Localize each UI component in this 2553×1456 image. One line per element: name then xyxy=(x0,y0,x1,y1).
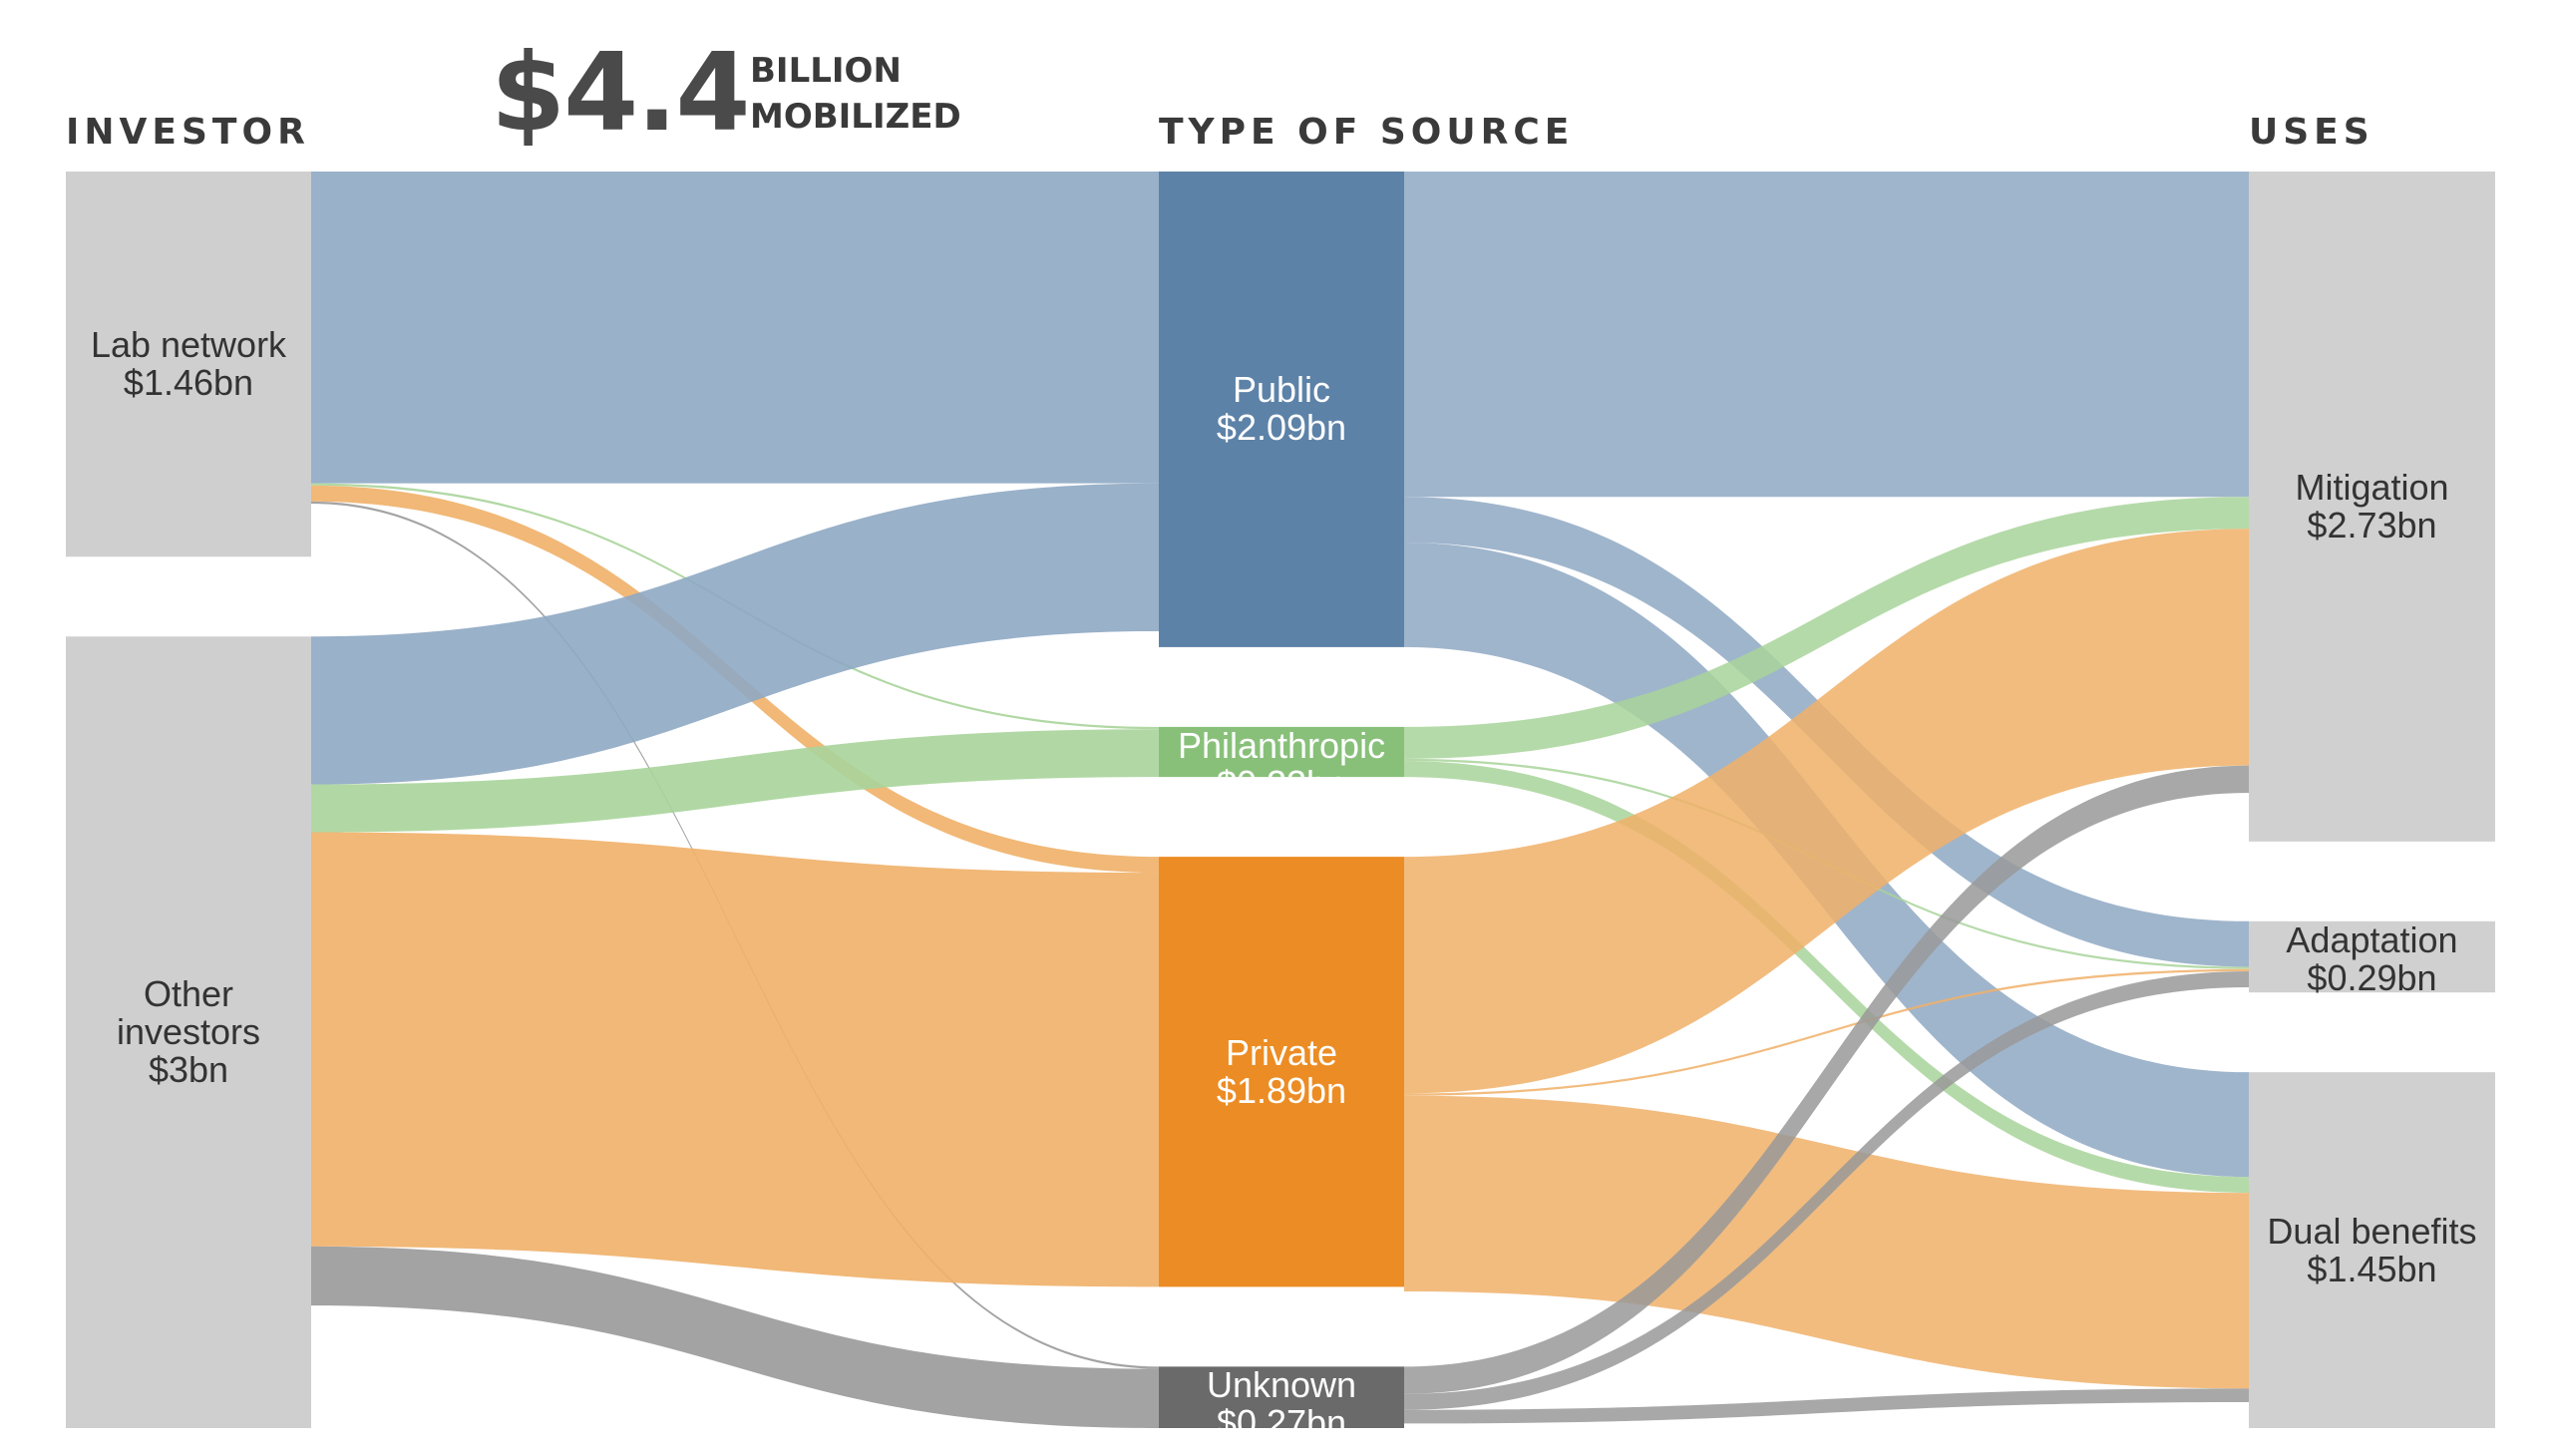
flow-other-to-public xyxy=(311,483,1159,785)
flow-other-to-philanthropic xyxy=(311,729,1159,833)
sankey-nodes xyxy=(66,172,2495,1428)
use-mitigation-name: Mitigation xyxy=(2295,466,2449,508)
flow-unknown-to-dual xyxy=(1404,1388,2249,1424)
flow-other-to-private xyxy=(311,832,1159,1287)
source-node-unknown xyxy=(1159,1366,1404,1428)
uses-column-header: USES xyxy=(2249,112,2374,153)
flow-lab-to-public xyxy=(311,172,1159,484)
source-public-name: Public xyxy=(1232,369,1331,411)
source-philanthropic-value: $0.22bn xyxy=(1216,762,1347,804)
source-use-flows xyxy=(1404,172,2249,1424)
total-caption-line1: BILLION xyxy=(750,51,902,91)
investor-other-label: Other investors $3bn xyxy=(76,975,301,1089)
total-amount: $4.4 xyxy=(491,31,750,156)
investor-lab-value: $1.46bn xyxy=(123,362,254,404)
flow-private-to-adaptation xyxy=(1404,968,2249,1096)
flow-private-to-dual xyxy=(1404,1095,2249,1389)
investor-node-other xyxy=(66,636,311,1428)
source-public-label: Public $2.09bn xyxy=(1149,371,1414,447)
flow-private-to-mitigation xyxy=(1404,529,2249,1094)
use-dual-label: Dual benefits $1.45bn xyxy=(2255,1210,2489,1289)
flow-unknown-to-mitigation xyxy=(1404,765,2249,1394)
total-caption: BILLION MOBILIZED xyxy=(750,48,961,140)
investor-other-value: $3bn xyxy=(148,1049,229,1091)
use-dual-name: Dual benefits xyxy=(2267,1210,2477,1252)
total-caption-line2: MOBILIZED xyxy=(750,97,961,137)
flow-philanthropic-to-dual xyxy=(1404,761,2249,1194)
use-dual-value: $1.45bn xyxy=(2307,1248,2437,1289)
use-adaptation-name: Adaptation xyxy=(2286,918,2458,960)
flow-unknown-to-adaptation xyxy=(1404,971,2249,1410)
flow-public-to-mitigation xyxy=(1404,172,2249,498)
use-node-dual xyxy=(2249,1072,2495,1428)
source-node-philanthropic xyxy=(1159,726,1404,778)
flow-other-to-unknown xyxy=(311,1246,1159,1428)
source-unknown-name: Unknown xyxy=(1206,1364,1357,1406)
source-philanthropic-name: Philanthropic xyxy=(1177,724,1386,766)
investor-lab-label: Lab network $1.46bn xyxy=(76,326,301,402)
use-adaptation-value: $0.29bn xyxy=(2307,956,2437,998)
use-node-adaptation xyxy=(2249,920,2495,993)
source-column-header-text: TYPE OF SOURCE xyxy=(1159,112,1575,153)
source-private-label: Private $1.89bn xyxy=(1149,1031,1414,1111)
source-private-value: $1.89bn xyxy=(1216,1069,1347,1111)
investor-lab-name: Lab network xyxy=(90,324,287,366)
source-private-name: Private xyxy=(1225,1031,1338,1073)
investor-other-name: Other investors xyxy=(116,973,261,1053)
source-philanthropic-label: Philanthropic $0.22bn xyxy=(1149,724,1414,804)
use-node-mitigation xyxy=(2249,172,2495,842)
flow-philanthropic-to-mitigation xyxy=(1404,497,2249,759)
source-unknown-label: Unknown $0.27bn xyxy=(1149,1366,1414,1442)
source-public-value: $2.09bn xyxy=(1216,407,1347,449)
investor-source-flows xyxy=(311,172,1159,1428)
use-mitigation-label: Mitigation $2.73bn xyxy=(2255,466,2489,546)
source-unknown-value: $0.27bn xyxy=(1216,1402,1347,1444)
use-adaptation-label: Adaptation $0.29bn xyxy=(2255,918,2489,998)
use-mitigation-value: $2.73bn xyxy=(2307,504,2437,546)
source-node-private xyxy=(1159,857,1404,1287)
source-node-public xyxy=(1159,172,1404,647)
investor-node-lab xyxy=(66,172,311,557)
investor-column-header: INVESTOR xyxy=(66,112,310,153)
